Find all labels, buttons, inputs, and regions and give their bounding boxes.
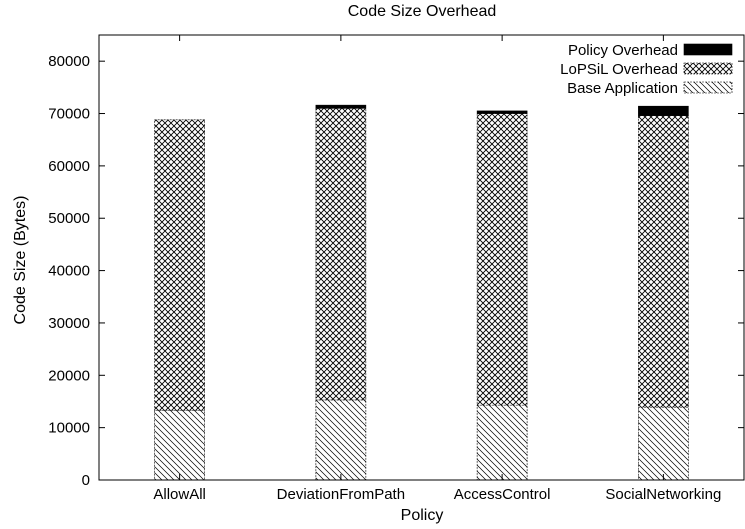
x-axis-ticks: AllowAll DeviationFromPath AccessControl So… <box>153 35 721 503</box>
legend-swatch-base-application <box>683 81 733 94</box>
x-tick-label: AccessControl <box>454 486 551 503</box>
bar-deviationfrompath-policy-overhead <box>315 104 367 109</box>
y-tick-label: 60000 <box>48 158 90 175</box>
x-tick-label: SocialNetworking <box>605 486 721 503</box>
bar-accesscontrol-base-application <box>476 404 528 481</box>
x-tick-label: DeviationFromPath <box>277 486 405 503</box>
legend-label-base-application: Base Application <box>567 80 678 97</box>
bar-socialnetworking-lopsil-overhead <box>638 115 689 408</box>
y-tick-label: 0 <box>82 472 90 489</box>
legend-label-lopsil-overhead: LoPSiL Overhead <box>560 61 678 78</box>
y-tick-label: 20000 <box>48 367 90 384</box>
bar-accesscontrol-lopsil-overhead <box>476 113 528 406</box>
bar-deviationfrompath-base-application <box>315 399 367 481</box>
legend-label-policy-overhead: Policy Overhead <box>568 42 678 59</box>
bar-allowall-lopsil-overhead <box>154 119 205 411</box>
bar-socialnetworking-base-application <box>638 406 689 481</box>
y-tick-label: 70000 <box>48 106 90 123</box>
y-tick-label: 30000 <box>48 315 90 332</box>
y-axis-ticks: 0 10000 20000 30000 40000 50000 60000 70000 8000… <box>48 53 744 489</box>
chart-title: Code Size Overhead <box>348 3 497 20</box>
y-tick-label: 50000 <box>48 210 90 227</box>
legend-swatch-lopsil-overhead <box>683 62 733 75</box>
bars-group <box>154 104 689 481</box>
x-axis-label: Policy <box>401 507 444 524</box>
bar-socialnetworking-policy-overhead <box>638 105 689 116</box>
y-axis-label: Code Size (Bytes) <box>12 196 29 325</box>
bar-accesscontrol-policy-overhead <box>476 110 528 114</box>
legend-swatch-policy-overhead <box>683 43 733 56</box>
bar-deviationfrompath-lopsil-overhead <box>315 107 367 401</box>
y-tick-label: 10000 <box>48 420 90 437</box>
y-tick-label: 40000 <box>48 263 90 280</box>
plot-frame <box>98 34 745 481</box>
x-tick-label: AllowAll <box>153 486 206 503</box>
bar-allowall-base-application <box>154 410 205 481</box>
legend: Policy Overhead LoPSiL Overhead Base Appli… <box>560 42 733 97</box>
y-tick-label: 80000 <box>48 53 90 70</box>
